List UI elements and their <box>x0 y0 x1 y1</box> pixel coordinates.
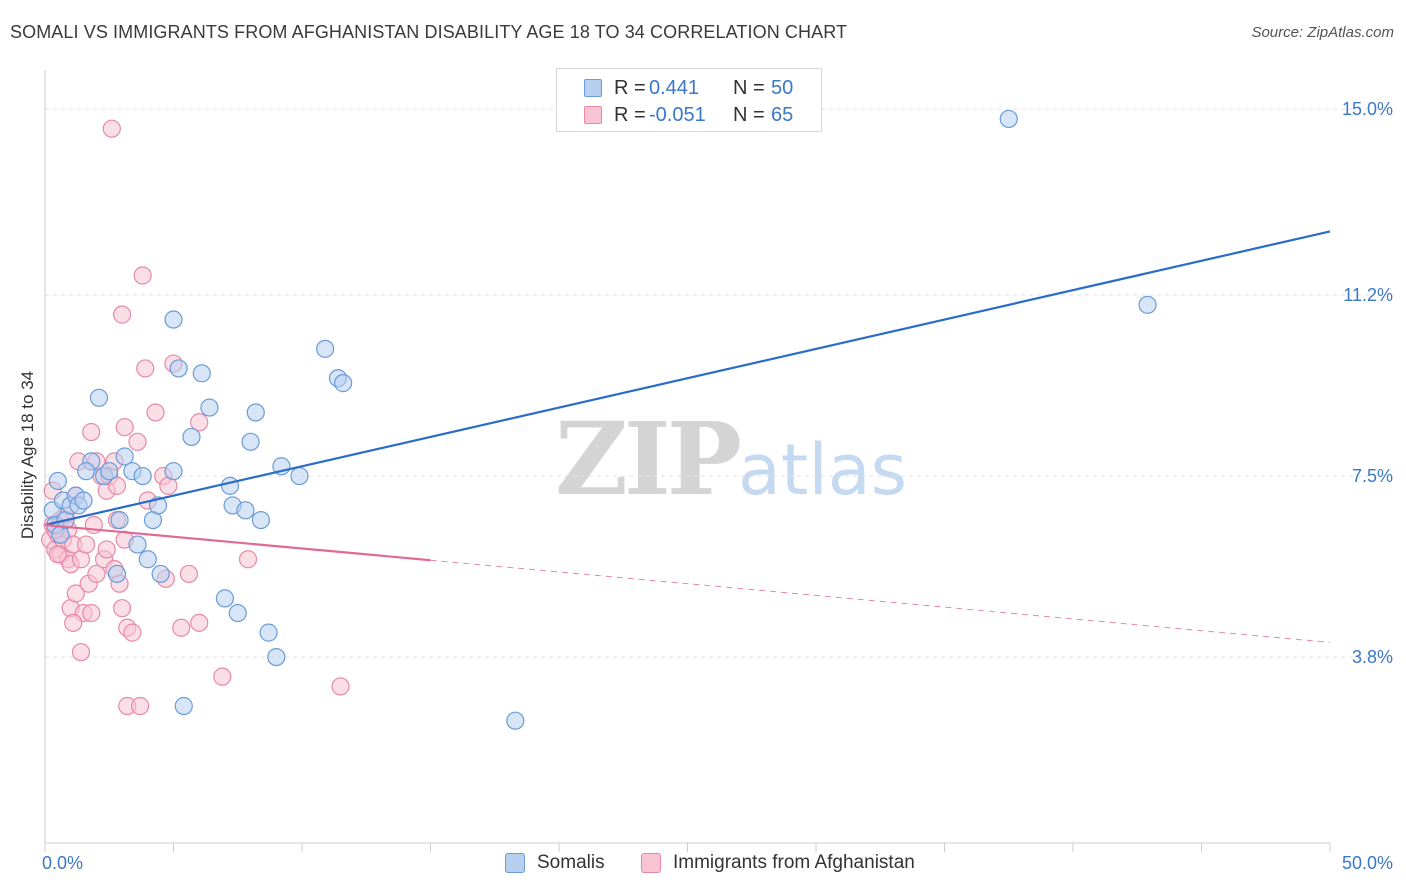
somali-point <box>506 711 525 730</box>
y-tick-label: 3.8% <box>1352 647 1393 667</box>
legend-label-somalis: Somalis <box>537 852 605 873</box>
afghan-point <box>82 603 101 623</box>
somali-point <box>241 432 260 451</box>
somali-point <box>220 476 240 495</box>
somali-point <box>164 310 183 329</box>
watermark-atlas: atlas <box>737 429 908 511</box>
afghan-point <box>77 535 96 554</box>
somali-point <box>259 623 278 642</box>
afghan-point <box>102 119 121 138</box>
somali-point <box>110 511 129 530</box>
afghan-point <box>107 476 127 495</box>
somali-point <box>151 564 170 584</box>
afghan-point <box>48 545 67 564</box>
afghan-point <box>112 305 132 324</box>
somali-point <box>192 364 211 383</box>
somali-point <box>107 564 127 584</box>
somali-point <box>267 647 286 667</box>
afghan-point <box>82 422 101 442</box>
afghan-trend-extension <box>430 559 1331 643</box>
somali-point <box>999 109 1018 129</box>
somali-point <box>115 447 134 466</box>
series-legend: Somalis Immigrants from Afghanistan <box>0 852 1406 878</box>
somali-point <box>128 535 147 554</box>
somali-point <box>182 427 201 447</box>
afghan-point <box>238 550 258 569</box>
somali-point <box>74 491 93 510</box>
n-value: 50 <box>771 77 794 99</box>
stats-legend: R = 0.441 N = 50 R = -0.051 N = 65 <box>556 68 822 132</box>
watermark: ZIPatlas <box>555 400 907 518</box>
afghanistan-legend-swatch <box>641 853 661 873</box>
somali-point <box>1138 295 1157 314</box>
n-label: N = <box>733 77 765 99</box>
somali-point <box>174 696 193 716</box>
somali-point <box>334 374 353 393</box>
somali-point <box>200 398 219 417</box>
source-label: Source: ZipAtlas.com <box>1251 24 1394 41</box>
somali-point <box>138 550 157 569</box>
afghan-point <box>190 413 209 432</box>
afghan-trend-line <box>44 523 431 562</box>
somali-point <box>290 466 309 486</box>
afghan-point <box>97 540 116 559</box>
r-label: R = <box>614 104 646 126</box>
somali-point <box>215 589 234 608</box>
somali-point <box>228 603 247 623</box>
n-label: N = <box>733 104 765 126</box>
y-axis-label: Disability Age 18 to 34 <box>18 370 37 540</box>
afghan-point <box>331 677 350 696</box>
afghan-point <box>213 667 232 686</box>
somali-point <box>77 462 96 481</box>
somali-point <box>89 388 109 407</box>
somali-point <box>100 462 119 481</box>
somali-point <box>169 359 188 378</box>
stats-legend-row-afghanistan: R = -0.051 N = 65 <box>557 102 821 128</box>
y-tick-label: 11.2% <box>1343 285 1393 305</box>
somali-point <box>236 501 255 520</box>
somalis-legend-swatch <box>505 853 525 873</box>
r-value: 0.441 <box>649 77 700 99</box>
somali-point <box>164 462 183 481</box>
somalis-swatch <box>584 79 602 97</box>
afghanistan-swatch <box>584 106 602 124</box>
stats-legend-row-somalis: R = 0.441 N = 50 <box>557 75 821 101</box>
afghan-point <box>190 613 209 632</box>
somali-trend-line <box>44 230 1331 527</box>
n-value: 65 <box>771 104 794 126</box>
somali-point <box>48 471 67 491</box>
somali-point <box>133 466 152 486</box>
afghan-point <box>66 584 85 603</box>
afghan-point <box>112 599 132 618</box>
afghan-point <box>128 432 147 451</box>
chart-title: SOMALI VS IMMIGRANTS FROM AFGHANISTAN DI… <box>10 22 848 42</box>
x-tick-label: 0.0% <box>42 853 83 873</box>
r-value: -0.051 <box>649 104 706 126</box>
afghan-point <box>133 266 152 285</box>
y-tick-label: 7.5% <box>1352 466 1393 486</box>
legend-label-afghanistan: Immigrants from Afghanistan <box>673 852 915 873</box>
afghan-point <box>71 643 91 662</box>
y-tick-label: 15.0% <box>1342 99 1393 119</box>
afghan-point <box>136 359 155 378</box>
watermark-zip: ZIP <box>555 400 742 518</box>
afghan-point <box>146 403 165 422</box>
afghan-point <box>87 564 106 584</box>
somali-point <box>251 511 270 530</box>
afghan-point <box>130 696 150 716</box>
afghan-point <box>123 623 142 642</box>
afghan-point <box>64 613 83 632</box>
somali-point <box>246 403 265 422</box>
afghan-point <box>179 564 199 584</box>
somali-point <box>316 339 335 358</box>
afghan-point <box>172 618 191 637</box>
x-tick-label: 50.0% <box>1342 853 1393 873</box>
r-label: R = <box>614 77 646 99</box>
afghan-point <box>115 418 134 437</box>
